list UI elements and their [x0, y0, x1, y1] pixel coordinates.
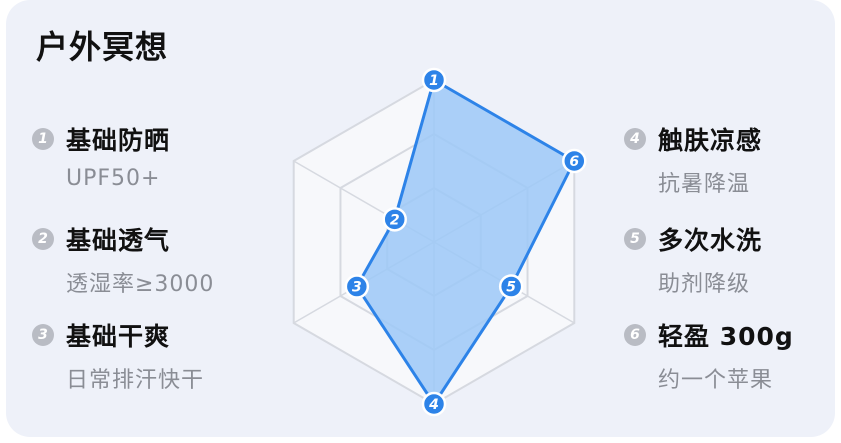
feature-item-6: 6 轻盈 300g 约一个苹果 [624, 318, 794, 394]
feature-name: 基础透气 [66, 226, 171, 255]
feature-description: 约一个苹果 [658, 368, 774, 393]
feature-name: 触肤凉感 [658, 126, 763, 155]
radar-point-label-1: 1 [429, 73, 439, 89]
feature-item-5: 5 多次水洗 助剂降级 [624, 222, 762, 298]
radar-point-label-2: 2 [390, 212, 400, 228]
radar-point-label-6: 6 [569, 154, 579, 170]
radar-point-5 [498, 274, 524, 299]
feature-description: 抗暑降温 [658, 172, 751, 197]
radar-point-6 [562, 148, 587, 174]
feature-number-badge: 1 [32, 128, 54, 150]
feature-number-badge: 6 [624, 324, 646, 346]
feature-description: 助剂降级 [658, 272, 751, 297]
radar-point-label-4: 4 [428, 397, 439, 413]
feature-description: 日常排汗快干 [66, 368, 205, 393]
feature-description: UPF50+ [66, 166, 161, 191]
feature-item-2: 2 基础透气 透湿率≥3000 [32, 222, 214, 298]
feature-number-badge: 5 [624, 228, 646, 250]
radar-point-label-5: 5 [506, 280, 516, 296]
radar-point-label-3: 3 [352, 280, 362, 296]
radar-point-3 [344, 274, 370, 299]
radar-point-4 [421, 391, 447, 417]
feature-item-3: 3 基础干爽 日常排汗快干 [32, 318, 204, 394]
feature-description: 透湿率≥3000 [66, 272, 215, 297]
feature-name: 多次水洗 [658, 226, 763, 255]
feature-item-4: 4 触肤凉感 抗暑降温 [624, 122, 762, 198]
feature-name: 轻盈 300g [658, 322, 794, 351]
feature-number-badge: 3 [32, 324, 54, 346]
feature-name: 基础干爽 [66, 322, 171, 351]
feature-item-1: 1 基础防晒 UPF50+ [32, 122, 170, 191]
radar-point-2 [382, 207, 407, 232]
card-title: 户外冥想 [36, 28, 169, 66]
radar-point-1 [421, 67, 447, 93]
feature-number-badge: 2 [32, 228, 54, 250]
feature-name: 基础防晒 [66, 126, 171, 155]
feature-number-badge: 4 [624, 128, 646, 150]
